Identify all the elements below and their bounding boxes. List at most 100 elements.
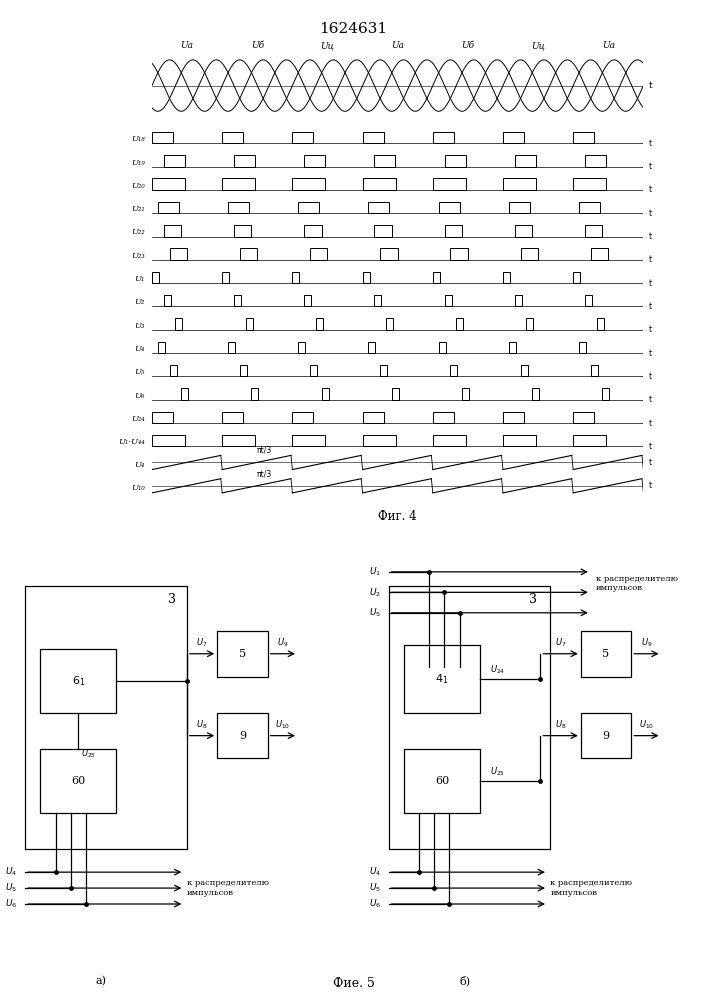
- Text: t: t: [649, 325, 652, 334]
- Text: $U_5$: $U_5$: [368, 882, 381, 894]
- Text: $U_5$: $U_5$: [5, 882, 17, 894]
- Bar: [445, 295, 452, 306]
- Text: $U_7$: $U_7$: [555, 636, 566, 649]
- Text: $U_8$: $U_8$: [197, 718, 208, 731]
- Bar: [363, 435, 396, 446]
- Bar: [374, 155, 395, 167]
- Text: t: t: [649, 255, 652, 264]
- Bar: [40, 749, 116, 813]
- Bar: [573, 178, 606, 190]
- Bar: [240, 248, 257, 260]
- Text: 5: 5: [602, 649, 609, 659]
- Bar: [304, 225, 322, 237]
- Text: Фиг. 4: Фиг. 4: [378, 510, 417, 523]
- Bar: [380, 248, 397, 260]
- Bar: [222, 412, 243, 423]
- Text: U₁₉: U₁₉: [131, 159, 145, 167]
- Text: t: t: [649, 349, 652, 358]
- Text: $U_6$: $U_6$: [5, 898, 18, 910]
- Bar: [591, 248, 608, 260]
- Text: б): б): [459, 976, 470, 987]
- Bar: [433, 178, 466, 190]
- Text: $U_6$: $U_6$: [368, 898, 381, 910]
- Bar: [503, 178, 536, 190]
- Bar: [573, 435, 606, 446]
- Text: U₂₁: U₂₁: [131, 205, 145, 213]
- Bar: [158, 342, 165, 353]
- Bar: [374, 225, 392, 237]
- Text: U₂₃: U₂₃: [131, 252, 145, 260]
- Bar: [580, 713, 631, 758]
- Bar: [515, 295, 522, 306]
- Bar: [445, 155, 466, 167]
- Bar: [456, 318, 463, 330]
- Text: t: t: [649, 162, 652, 171]
- Bar: [386, 318, 393, 330]
- Bar: [222, 435, 255, 446]
- Bar: [40, 649, 116, 713]
- Text: U₂: U₂: [134, 298, 145, 306]
- Text: а): а): [95, 976, 107, 987]
- Text: $U_2$: $U_2$: [368, 586, 380, 599]
- Bar: [310, 248, 327, 260]
- Text: 9: 9: [602, 731, 609, 741]
- Bar: [293, 178, 325, 190]
- Bar: [509, 202, 530, 213]
- Text: U₄: U₄: [134, 461, 145, 469]
- Bar: [374, 295, 381, 306]
- Text: U₁₀: U₁₀: [131, 484, 145, 492]
- Bar: [515, 225, 532, 237]
- Bar: [158, 202, 179, 213]
- Text: πt/3: πt/3: [257, 469, 272, 478]
- Bar: [152, 178, 185, 190]
- Text: t: t: [649, 458, 652, 467]
- Text: t: t: [649, 302, 652, 311]
- Text: U₂₀: U₂₀: [131, 182, 145, 190]
- Bar: [363, 412, 384, 423]
- Bar: [520, 365, 527, 376]
- Bar: [293, 132, 313, 143]
- Bar: [532, 388, 539, 400]
- Bar: [164, 155, 185, 167]
- Bar: [433, 272, 440, 283]
- Bar: [438, 342, 445, 353]
- Bar: [363, 272, 370, 283]
- Text: к распределителю
импульсов: к распределителю импульсов: [596, 575, 678, 592]
- Text: t: t: [649, 139, 652, 148]
- Text: Фие. 5: Фие. 5: [332, 977, 375, 990]
- Text: U₃: U₃: [134, 322, 145, 330]
- Bar: [298, 202, 320, 213]
- Bar: [585, 155, 606, 167]
- Bar: [433, 412, 454, 423]
- Bar: [580, 631, 631, 676]
- Text: t: t: [649, 442, 652, 451]
- Text: t: t: [649, 395, 652, 404]
- Text: $U_9$: $U_9$: [641, 636, 652, 649]
- Bar: [152, 412, 173, 423]
- Bar: [310, 365, 317, 376]
- Text: U₂₂: U₂₂: [131, 228, 145, 236]
- Text: $U_{24}$: $U_{24}$: [490, 663, 505, 676]
- Bar: [245, 318, 252, 330]
- Text: t: t: [649, 81, 653, 90]
- Bar: [433, 132, 454, 143]
- Bar: [298, 342, 305, 353]
- Text: Uа: Uа: [602, 41, 615, 50]
- Bar: [462, 388, 469, 400]
- Bar: [404, 749, 480, 813]
- Bar: [438, 202, 460, 213]
- Text: $U_8$: $U_8$: [555, 718, 566, 731]
- Bar: [368, 202, 390, 213]
- Text: $U_{25}$: $U_{25}$: [81, 747, 96, 760]
- Text: $4_1$: $4_1$: [436, 672, 448, 686]
- Text: $U_4$: $U_4$: [368, 866, 381, 878]
- Bar: [591, 365, 597, 376]
- Bar: [573, 132, 594, 143]
- Bar: [152, 272, 159, 283]
- Bar: [234, 155, 255, 167]
- Bar: [228, 202, 249, 213]
- Text: $U_{25}$: $U_{25}$: [490, 766, 505, 778]
- Text: U₂₄: U₂₄: [131, 415, 145, 423]
- Bar: [170, 248, 187, 260]
- Bar: [579, 202, 600, 213]
